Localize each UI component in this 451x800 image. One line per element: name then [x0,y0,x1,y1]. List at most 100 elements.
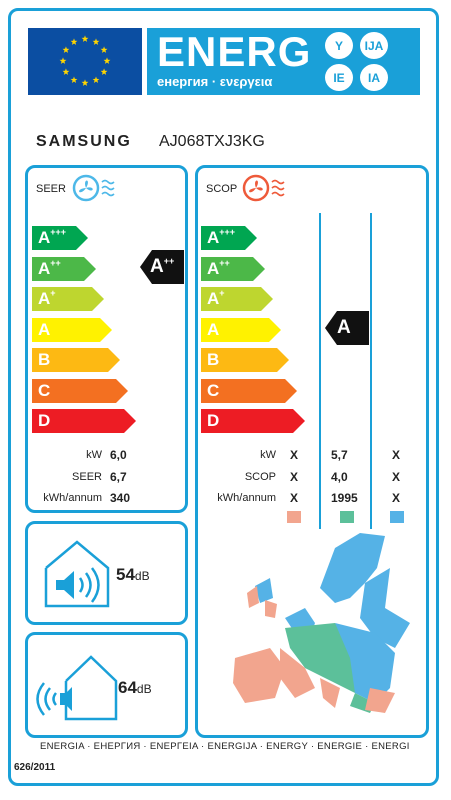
seer-kw-label: kW [86,449,102,461]
seer-class-letter: A [38,228,51,247]
scop-title: SCOP [206,183,238,195]
eu-star-icon [92,76,100,83]
eu-star-icon [100,68,108,75]
seer-rating-pointer: A++ [140,250,184,284]
energy-header: ENERG енергия · ενεργεια Y IJA IE IA [147,28,420,95]
brand-name: SAMSUNG [36,133,132,150]
seer-seer-value: 6,7 [110,470,127,484]
scop-class-letter: B [207,350,220,369]
seer-class-bar: A [32,317,112,342]
eu-star-icon [81,79,89,86]
seer-class-bar: C [32,378,128,403]
seer-class-bar: A+++ [32,226,88,250]
seer-class-bar: B [32,348,120,372]
seer-title: SEER [36,183,66,195]
eu-star-icon [100,46,108,53]
scop-kw-average: 5,7 [331,448,348,462]
seer-rating-plus: ++ [163,256,175,266]
seer-class-plus: ++ [50,257,61,268]
seer-class-letter: A [38,258,51,278]
scop-class-letter: D [207,411,220,430]
scop-scop-colder: X [290,470,299,484]
seer-annual-value: 340 [110,491,131,505]
indoor-noise-value: 54 [116,565,135,584]
seer-seer-label: SEER [72,471,102,483]
scop-class-letter: A [207,258,220,278]
scop-kw-colder: X [290,448,299,462]
footer-languages: ENERGIA · ЕНЕРГИЯ · ΕΝΕΡΓΕΙΑ · ENERGIJA … [40,741,410,752]
scop-class-bar: B [201,348,289,372]
scop-rating-pointer: A [325,311,369,345]
scop-scop-label: SCOP [244,471,276,483]
average-zone-swatch [340,511,354,523]
warmer-zone-swatch [390,511,404,523]
seer-class-plus: + [50,288,56,298]
eu-stars-icon [59,35,111,86]
zone-divider-left [319,213,321,529]
eu-flag [28,28,142,95]
scop-class-plus: ++ [219,257,230,268]
scop-annual-warmer: X [392,491,401,505]
scop-class-bar: A+ [201,287,273,311]
outdoor-speaker-icon [36,655,118,721]
model-number: AJ068TXJ3KG [159,133,265,150]
seer-rating-letter: A [150,256,164,277]
seer-class-bar: A+ [32,287,104,311]
seer-class-bar: A++ [32,256,96,281]
scop-class-bar: A++ [201,256,265,281]
seer-class-letter: D [38,411,51,430]
regulation-number: 626/2011 [14,762,56,773]
scop-kw-label: kW [260,449,276,461]
colder-zone-swatch [287,511,301,523]
scop-annual-label: kWh/annum [217,492,276,504]
scop-class-letter: A [207,319,220,339]
scop-annual-average: 1995 [331,491,358,505]
outdoor-noise-unit: dB [136,682,152,696]
scop-scop-warmer: X [392,470,401,484]
seer-class-letter: B [38,350,51,369]
outdoor-noise-value: 64 [118,678,137,697]
scop-class-bar: A [201,317,281,342]
energy-subtitle: енергия · ενεργεια [157,74,273,89]
scop-rating-letter: A [337,317,351,338]
eu-star-icon [81,35,89,42]
outdoor-noise-panel: 64dB [25,632,188,738]
scop-class-letter: C [207,380,220,400]
seer-class-plus: +++ [50,227,67,237]
scop-class-letter: A [207,289,220,308]
scop-class-bar: D [201,409,305,433]
eu-star-icon [70,76,78,83]
seer-class-bar: D [32,409,136,433]
seer-class-letter: A [38,319,51,339]
scop-class-letter: A [207,228,220,247]
fan-cool-icon [72,174,115,202]
eu-star-icon [62,46,70,53]
lang-bubble-y: Y [325,32,353,59]
lang-bubble-ija: IJA [360,32,388,59]
seer-class-letter: A [38,289,51,308]
lang-bubble-ia: IA [360,64,388,91]
indoor-noise-panel: 54dB [25,521,188,625]
eu-star-icon [59,57,67,64]
seer-annual-label: kWh/annum [43,492,102,504]
eu-star-icon [103,57,111,64]
europe-climate-map [233,533,410,713]
scop-scop-average: 4,0 [331,470,348,484]
fan-heat-icon [242,174,285,202]
scop-class-bar: A+++ [201,226,257,250]
indoor-speaker-icon [44,540,110,608]
zone-divider-right [370,213,372,529]
seer-kw-value: 6,0 [110,448,127,462]
seer-class-letter: C [38,380,51,400]
energy-word: ENERG [157,28,312,75]
eu-star-icon [92,38,100,45]
eu-star-icon [62,68,70,75]
scop-kw-warmer: X [392,448,401,462]
indoor-noise-unit: dB [134,569,150,583]
lang-bubble-ie: IE [325,64,353,91]
scop-class-plus: + [219,288,225,298]
scop-annual-colder: X [290,491,299,505]
scop-class-plus: +++ [219,227,236,237]
scop-class-bar: C [201,378,297,403]
eu-star-icon [70,38,78,45]
